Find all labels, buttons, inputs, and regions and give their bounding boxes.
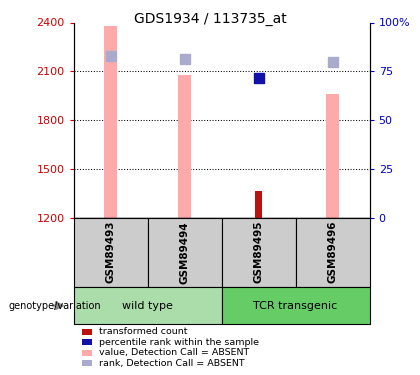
Text: TCR transgenic: TCR transgenic — [253, 301, 338, 310]
Text: value, Detection Call = ABSENT: value, Detection Call = ABSENT — [99, 348, 249, 357]
Bar — [222, 287, 370, 324]
Bar — [326, 94, 339, 218]
Text: rank, Detection Call = ABSENT: rank, Detection Call = ABSENT — [99, 359, 244, 368]
Bar — [296, 217, 370, 287]
Point — [181, 56, 188, 62]
Text: percentile rank within the sample: percentile rank within the sample — [99, 338, 259, 347]
Bar — [104, 26, 117, 217]
Text: GSM89493: GSM89493 — [105, 221, 116, 284]
Text: GSM89494: GSM89494 — [179, 221, 189, 284]
Text: wild type: wild type — [122, 301, 173, 310]
Text: GSM89496: GSM89496 — [328, 221, 338, 284]
Text: transformed count: transformed count — [99, 327, 187, 336]
Text: GDS1934 / 113735_at: GDS1934 / 113735_at — [134, 12, 286, 26]
Bar — [222, 217, 296, 287]
Text: GSM89495: GSM89495 — [254, 221, 264, 284]
Bar — [147, 217, 222, 287]
Point — [329, 58, 336, 64]
Bar — [255, 190, 262, 217]
Bar — [74, 287, 222, 324]
Point — [255, 75, 262, 81]
Point — [107, 53, 114, 59]
Bar — [178, 75, 191, 217]
Text: genotype/variation: genotype/variation — [8, 301, 101, 310]
Bar — [74, 217, 147, 287]
